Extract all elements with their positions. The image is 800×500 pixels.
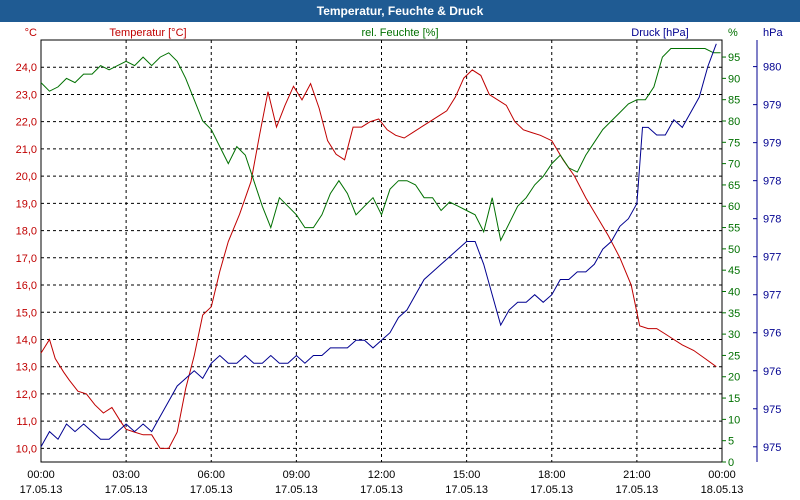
x-tick-time: 06:00 bbox=[197, 469, 225, 481]
x-tick-time: 21:00 bbox=[623, 469, 651, 481]
line-chart: 00:00 17.05.13 03:00 17.05.13 06:00 17.05.13 0… bbox=[16, 27, 784, 496]
temperature-line bbox=[40, 69, 717, 449]
pressure-tick-label: 977 bbox=[763, 290, 781, 302]
humidity-tick-label: 80 bbox=[728, 116, 740, 128]
x-tick-date: 17.05.13 bbox=[445, 484, 488, 496]
temperature-tick-label: 14,0 bbox=[16, 334, 37, 346]
x-tick-time: 12:00 bbox=[368, 469, 396, 481]
humidity-axis-label: rel. Feuchte [%] bbox=[361, 27, 438, 39]
humidity-tick-label: 50 bbox=[728, 244, 740, 256]
x-tick-date: 17.05.13 bbox=[20, 484, 63, 496]
temperature-tick-label: 20,0 bbox=[16, 171, 37, 183]
humidity-tick-label: 30 bbox=[728, 329, 740, 341]
temperature-tick-label: 21,0 bbox=[16, 144, 37, 156]
temperature-tick-label: 24,0 bbox=[16, 62, 37, 74]
humidity-tick-label: 45 bbox=[728, 265, 740, 277]
pressure-unit: hPa bbox=[763, 27, 783, 39]
pressure-tick-label: 977 bbox=[763, 252, 781, 264]
temperature-tick-label: 17,0 bbox=[16, 253, 37, 265]
humidity-tick-label: 10 bbox=[728, 414, 740, 426]
pressure-tick-label: 975 bbox=[763, 404, 781, 416]
pressure-tick-label: 976 bbox=[763, 328, 781, 340]
humidity-tick-label: 5 bbox=[728, 436, 734, 448]
x-tick-time: 15:00 bbox=[453, 469, 481, 481]
pressure-tick-label: 976 bbox=[763, 366, 781, 378]
humidity-tick-label: 60 bbox=[728, 201, 740, 213]
x-tick-date: 17.05.13 bbox=[615, 484, 658, 496]
temperature-tick-label: 22,0 bbox=[16, 117, 37, 129]
x-tick-date: 17.05.13 bbox=[105, 484, 148, 496]
x-tick-date: 17.05.13 bbox=[275, 484, 318, 496]
pressure-tick-label: 975 bbox=[763, 442, 781, 454]
pressure-line bbox=[40, 43, 717, 448]
humidity-tick-label: 95 bbox=[728, 52, 740, 64]
pressure-tick-label: 980 bbox=[763, 62, 781, 74]
temperature-tick-label: 19,0 bbox=[16, 198, 37, 210]
humidity-tick-label: 35 bbox=[728, 308, 740, 320]
temperature-tick-label: 11,0 bbox=[16, 416, 37, 428]
x-tick-date: 17.05.13 bbox=[530, 484, 573, 496]
pressure-tick-label: 979 bbox=[763, 100, 781, 112]
humidity-tick-label: 75 bbox=[728, 137, 740, 149]
pressure-axis-label: Druck [hPa] bbox=[631, 27, 688, 39]
window-title: Temperatur, Feuchte & Druck bbox=[316, 4, 484, 18]
humidity-tick-label: 85 bbox=[728, 95, 740, 107]
pressure-tick-label: 978 bbox=[763, 214, 781, 226]
humidity-tick-label: 25 bbox=[728, 350, 740, 362]
x-tick-time: 00:00 bbox=[27, 469, 55, 481]
x-tick-time: 09:00 bbox=[283, 469, 311, 481]
axes: 00:00 17.05.13 03:00 17.05.13 06:00 17.05.13 0… bbox=[16, 27, 784, 496]
pressure-tick-label: 979 bbox=[763, 138, 781, 150]
humidity-tick-label: 70 bbox=[728, 159, 740, 171]
series-lines bbox=[40, 43, 721, 449]
humidity-tick-label: 0 bbox=[728, 457, 734, 469]
temperature-unit: °C bbox=[25, 27, 37, 39]
temperature-tick-label: 18,0 bbox=[16, 226, 37, 238]
humidity-tick-label: 15 bbox=[728, 393, 740, 405]
x-tick-date: 17.05.13 bbox=[190, 484, 233, 496]
x-tick-date: 17.05.13 bbox=[360, 484, 403, 496]
temperature-tick-label: 16,0 bbox=[16, 280, 37, 292]
grid bbox=[40, 39, 723, 463]
humidity-unit: % bbox=[728, 27, 738, 39]
x-tick-time: 03:00 bbox=[112, 469, 140, 481]
temperature-axis-label: Temperatur [°C] bbox=[109, 27, 186, 39]
temperature-tick-label: 12,0 bbox=[16, 389, 37, 401]
temperature-tick-label: 13,0 bbox=[16, 362, 37, 374]
humidity-tick-label: 20 bbox=[728, 372, 740, 384]
temperature-tick-label: 23,0 bbox=[16, 89, 37, 101]
x-tick-time: 18:00 bbox=[538, 469, 566, 481]
humidity-line bbox=[40, 48, 721, 242]
humidity-tick-label: 90 bbox=[728, 73, 740, 85]
x-tick-date: 18.05.13 bbox=[701, 484, 744, 496]
humidity-tick-label: 65 bbox=[728, 180, 740, 192]
temperature-tick-label: 10,0 bbox=[16, 443, 37, 455]
humidity-tick-label: 40 bbox=[728, 286, 740, 298]
window-title-bar: Temperatur, Feuchte & Druck bbox=[0, 0, 800, 22]
temperature-tick-label: 15,0 bbox=[16, 307, 37, 319]
pressure-tick-label: 978 bbox=[763, 176, 781, 188]
x-tick-time: 00:00 bbox=[708, 469, 736, 481]
humidity-tick-label: 55 bbox=[728, 223, 740, 235]
